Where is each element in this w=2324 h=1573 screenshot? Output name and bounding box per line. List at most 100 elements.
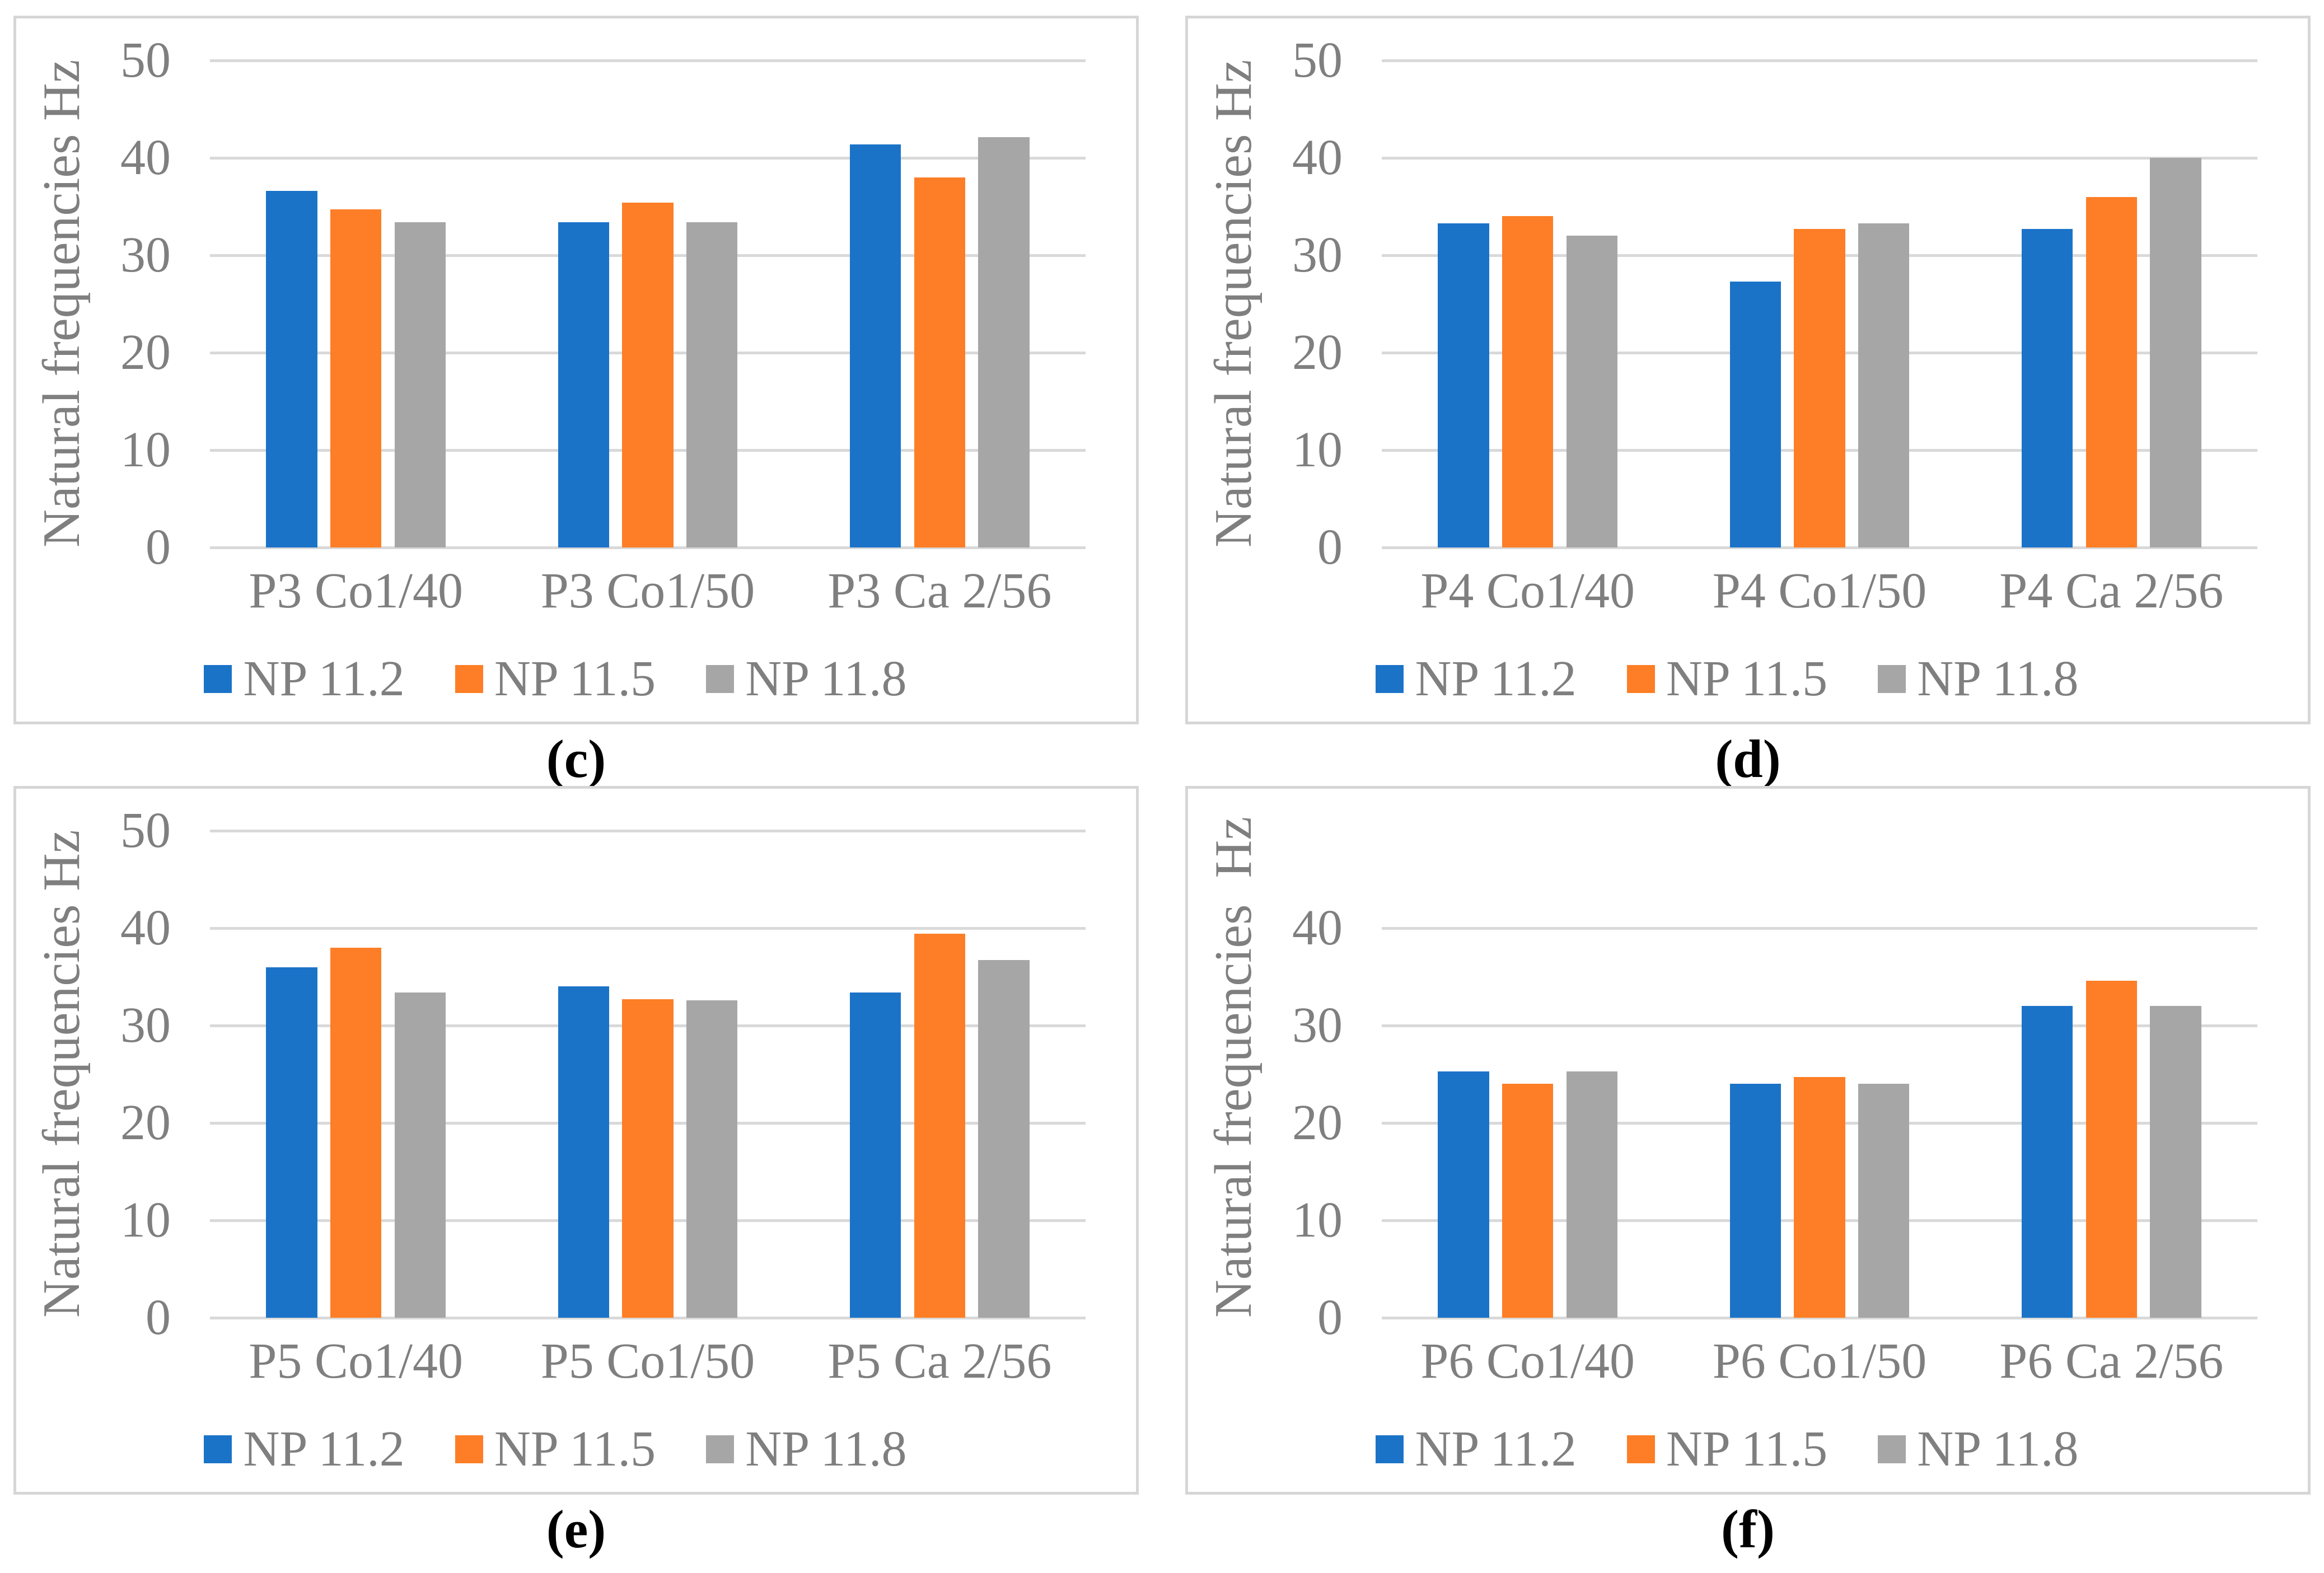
figure-caption: (e) — [546, 1499, 606, 1559]
legend-swatch — [204, 1435, 232, 1463]
legend: NP 11.2 NP 11.5 NP 11.8 — [1197, 652, 2257, 706]
bar-np-11-2-p4-co1-40 — [1438, 223, 1489, 547]
x-category-label: P4 Co1/50 — [1712, 563, 1927, 619]
y-tick-label: 20 — [1292, 1095, 1343, 1150]
x-category-label: P3 Ca 2/56 — [827, 563, 1052, 619]
bar-np-11-2-p4-co1-50 — [1729, 281, 1781, 547]
bar-np-11-5-p6-co1-50 — [1794, 1077, 1845, 1318]
x-axis-spacer — [1197, 1333, 1382, 1389]
plot-row: Natural frequencies Hz 0 10 20 30 40 50 — [25, 35, 1086, 573]
x-category-label: P6 Co1/40 — [1420, 1333, 1635, 1389]
bar-np-11-5-p3-co1-40 — [330, 209, 382, 547]
figure-caption: (f) — [1721, 1499, 1775, 1559]
bar-np-11-5-p6-co1-40 — [1502, 1084, 1554, 1318]
legend-swatch — [1626, 665, 1655, 693]
bar-np-11-8-p5-ca-2-56 — [978, 960, 1030, 1318]
bar-np-11-8-p5-co1-40 — [394, 992, 446, 1318]
y-tick-label: 50 — [1292, 32, 1343, 88]
y-tick-label: 40 — [120, 900, 171, 956]
legend-swatch — [1878, 665, 1906, 693]
bar-np-11-8-p3-ca-2-56 — [978, 137, 1030, 547]
figure-caption: (c) — [546, 729, 606, 789]
y-axis-title: Natural frequencies Hz — [32, 830, 91, 1318]
x-axis-row: P4 Co1/40 P4 Co1/50 P4 Ca 2/56 — [1197, 563, 2257, 619]
x-category-label: P5 Co1/40 — [249, 1333, 463, 1389]
y-axis-ticks: 0 10 20 30 40 50 — [98, 35, 210, 573]
gridline — [1382, 546, 2257, 549]
bar-np-11-2-p6-co1-50 — [1729, 1084, 1781, 1318]
legend-label: NP 11.8 — [745, 651, 907, 706]
gridline — [210, 1316, 1086, 1319]
legend-swatch — [1376, 1435, 1404, 1463]
bar-np-11-8-p3-co1-40 — [394, 222, 446, 547]
bar-np-11-8-p4-ca-2-56 — [2150, 158, 2201, 547]
y-tick-label: 10 — [120, 422, 171, 477]
legend-label: NP 11.8 — [1917, 651, 2079, 706]
gridline — [210, 829, 1086, 832]
legend-item-np-11-5: NP 11.5 — [455, 654, 656, 704]
legend-label: NP 11.8 — [1917, 1421, 2079, 1477]
y-tick-label: 10 — [1292, 422, 1343, 477]
y-tick-label: 30 — [120, 227, 171, 283]
plot-area — [210, 59, 1086, 549]
x-axis-spacer — [25, 1333, 210, 1389]
y-axis-title: Natural frequencies Hz — [1204, 59, 1262, 547]
bar-np-11-2-p3-ca-2-56 — [850, 144, 901, 547]
y-axis-ticks: 0 10 20 30 40 50 — [98, 806, 210, 1343]
legend-item-np-11-8: NP 11.8 — [706, 651, 907, 706]
y-tick-label: 30 — [1292, 998, 1343, 1053]
legend-item-np-11-5: NP 11.5 — [455, 1424, 656, 1474]
y-axis-ticks: 0 10 20 30 40 50 — [1270, 35, 1382, 573]
plot-area — [210, 829, 1086, 1319]
y-tick-label: 40 — [1292, 900, 1343, 956]
plot-row: Natural frequencies Hz 0 10 20 30 40 50 — [25, 806, 1086, 1343]
bar-np-11-8-p6-ca-2-56 — [2150, 1006, 2201, 1318]
legend-item-np-11-2: NP 11.2 — [1376, 1421, 1577, 1477]
bar-np-11-5-p4-ca-2-56 — [2085, 196, 2137, 547]
x-axis-labels: P4 Co1/40 P4 Co1/50 P4 Ca 2/56 — [1382, 563, 2257, 619]
bar-np-11-2-p4-ca-2-56 — [2022, 229, 2073, 547]
legend-item-np-11-5: NP 11.5 — [1626, 1424, 1827, 1474]
bar-np-11-2-p5-co1-50 — [558, 986, 609, 1318]
x-axis-labels: P5 Co1/40 P5 Co1/50 P5 Ca 2/56 — [210, 1333, 1086, 1389]
chart-panel-f: Natural frequencies Hz 0 10 20 30 40 P6 Co1/… — [1185, 786, 2311, 1495]
y-tick-label: 30 — [120, 998, 171, 1053]
legend-item-np-11-2: NP 11.2 — [1376, 651, 1577, 706]
bar-np-11-5-p3-ca-2-56 — [914, 177, 965, 547]
legend-label: NP 11.5 — [494, 651, 656, 706]
legend-label: NP 11.2 — [1415, 651, 1577, 706]
x-axis-row: P6 Co1/40 P6 Co1/50 P6 Ca 2/56 — [1197, 1333, 2257, 1389]
x-category-label: P4 Co1/40 — [1420, 563, 1635, 619]
legend-label: NP 11.2 — [243, 651, 405, 706]
plot-area — [1382, 926, 2257, 1319]
x-axis-labels: P6 Co1/40 P6 Co1/50 P6 Ca 2/56 — [1382, 1333, 2257, 1389]
y-tick-label: 30 — [1292, 227, 1343, 283]
gridline — [210, 59, 1086, 62]
legend-swatch — [1626, 1435, 1655, 1463]
legend: NP 11.2 NP 11.5 NP 11.8 — [25, 1422, 1086, 1476]
bar-np-11-5-p5-ca-2-56 — [914, 934, 965, 1318]
x-category-label: P3 Co1/40 — [249, 563, 463, 619]
legend-swatch — [706, 1435, 735, 1463]
bar-np-11-8-p4-co1-50 — [1858, 223, 1910, 547]
legend-swatch — [1878, 1435, 1906, 1463]
figure-panel-f: Natural frequencies Hz 0 10 20 30 40 P6 Co1/… — [1185, 786, 2311, 1556]
legend-label: NP 11.2 — [1415, 1421, 1577, 1477]
gridline — [1382, 59, 2257, 62]
chart-panel-d: Natural frequencies Hz 0 10 20 30 40 50 P4 Co… — [1185, 16, 2311, 724]
bar-np-11-5-p5-co1-50 — [622, 999, 674, 1318]
y-tick-label: 20 — [120, 325, 171, 380]
y-tick-label: 40 — [120, 130, 171, 185]
legend-swatch — [455, 1435, 483, 1463]
x-category-label: P5 Co1/50 — [540, 1333, 755, 1389]
plot-row: Natural frequencies Hz 0 10 20 30 40 — [1197, 817, 2257, 1343]
y-axis-ticks: 0 10 20 30 40 — [1270, 903, 1382, 1343]
plot-area — [1382, 59, 2257, 549]
plot-row: Natural frequencies Hz 0 10 20 30 40 50 — [1197, 35, 2257, 573]
legend: NP 11.2 NP 11.5 NP 11.8 — [25, 652, 1086, 706]
x-axis-row: P5 Co1/40 P5 Co1/50 P5 Ca 2/56 — [25, 1333, 1086, 1389]
y-tick-label: 0 — [1317, 519, 1343, 575]
y-tick-label: 20 — [1292, 325, 1343, 380]
legend-item-np-11-8: NP 11.8 — [1878, 651, 2079, 706]
